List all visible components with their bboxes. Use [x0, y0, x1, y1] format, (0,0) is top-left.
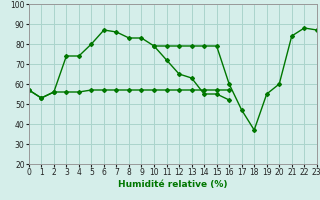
X-axis label: Humidité relative (%): Humidité relative (%)	[118, 180, 228, 189]
